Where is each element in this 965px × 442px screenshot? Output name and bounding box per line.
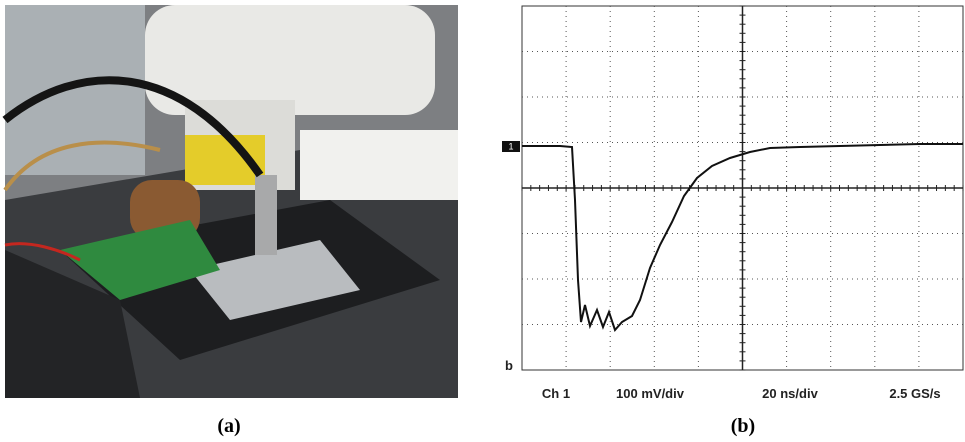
signal-trace	[522, 143, 963, 332]
connector	[255, 175, 277, 255]
sample-holder	[190, 240, 360, 320]
circuit-board	[60, 220, 220, 300]
photo	[2, 5, 458, 398]
coax-cable	[2, 76, 264, 178]
readout: 20 ns/div	[762, 386, 818, 401]
channel-marker-box	[502, 141, 520, 152]
red-wire	[4, 242, 81, 262]
gold-cable	[3, 140, 161, 192]
oscilloscope	[521, 5, 964, 371]
caption-a: (a)	[217, 415, 240, 437]
stage-arm	[5, 250, 140, 398]
channel-marker: 1	[508, 141, 513, 151]
robot-head	[145, 5, 435, 115]
trace-label: b	[505, 358, 513, 373]
readout: Ch 1	[542, 386, 570, 401]
readout: 100 mV/div	[616, 386, 685, 401]
side-housing	[300, 130, 458, 200]
caption-b: (b)	[731, 415, 755, 437]
readout: 2.5 GS/s	[889, 386, 940, 401]
photo-backdrop	[5, 5, 145, 175]
